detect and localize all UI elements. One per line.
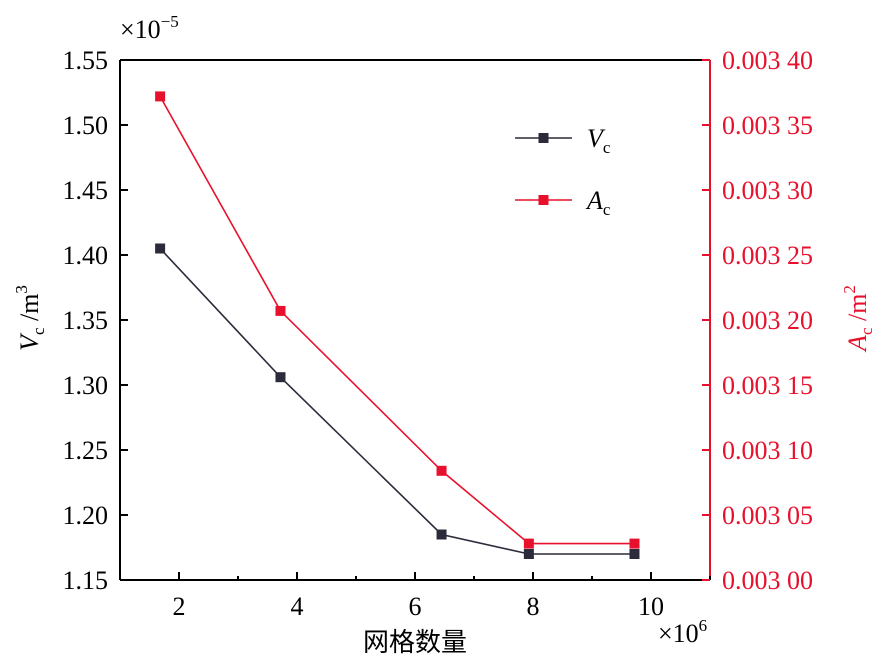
left-tick-label: 1.20: [63, 501, 109, 530]
left-axis-multiplier-base: ×10: [120, 15, 161, 44]
right-tick-label: 0.003 05: [722, 501, 813, 530]
x-axis-multiplier-base: ×10: [658, 619, 699, 648]
x-axis-title: 网格数量: [363, 628, 467, 658]
left-tick-label: 1.30: [63, 371, 109, 400]
x-tick-label: 4: [291, 592, 304, 621]
x-axis-multiplier: ×106: [658, 616, 707, 648]
left-tick-label: 1.35: [63, 306, 109, 335]
right-tick-label: 0.003 10: [722, 436, 813, 465]
legend-label: Vc: [587, 124, 611, 157]
x-tick-label: 10: [638, 592, 664, 621]
legend-label-symbol: A: [585, 186, 603, 215]
right-tick-label: 0.003 30: [722, 176, 813, 205]
left-axis-multiplier: ×10−5: [120, 12, 179, 44]
right-tick-label: 0.003 00: [722, 566, 813, 595]
right-tick-label: 0.003 15: [722, 371, 813, 400]
left-axis-title-symbol: V: [15, 332, 44, 351]
legend-swatch-marker: [538, 133, 549, 143]
left-axis-title-unit-sup: 3: [12, 285, 31, 294]
series-2-point: [436, 465, 447, 476]
series-1-point: [629, 549, 640, 559]
series-1-point: [275, 372, 286, 383]
left-axis-title: Vc /m3: [12, 285, 48, 351]
series-2-point: [629, 538, 640, 549]
plot-frame: [119, 59, 711, 581]
legend-label-symbol: V: [587, 124, 606, 153]
x-axis: 2 4 6 8 10: [119, 572, 711, 621]
right-axis-title-unit-sup: 2: [840, 285, 859, 294]
right-y-axis: 0.003 00 0.003 05 0.003 10 0.003 15 0.003 20…: [702, 46, 813, 595]
legend-label-sub: c: [603, 200, 611, 219]
series-1-point: [523, 549, 534, 559]
right-tick-label: 0.003 35: [722, 111, 813, 140]
series-1-point: [436, 529, 447, 540]
legend-label: Ac: [585, 186, 611, 219]
right-axis-title-symbol: A: [843, 335, 872, 353]
left-tick-label: 1.45: [63, 176, 109, 205]
left-axis-title-sub: c: [29, 327, 48, 335]
series-group: [155, 91, 640, 559]
series-2-point: [275, 305, 286, 316]
right-tick-label: 0.003 40: [722, 46, 813, 75]
legend-label-sub: c: [603, 138, 611, 157]
series-1-line: [159, 247, 635, 555]
right-axis-title-sub: c: [857, 327, 876, 335]
left-tick-label: 1.55: [63, 46, 109, 75]
x-tick-label: 8: [527, 592, 540, 621]
left-axis-multiplier-exp: −5: [161, 12, 179, 31]
left-tick-label: 1.40: [63, 241, 109, 270]
left-y-axis: 1.15 1.20 1.25 1.30 1.35 1.40 1.45 1.50 1.55: [63, 46, 128, 595]
series-2-line: [159, 96, 635, 545]
series-1-point: [155, 243, 166, 254]
series-2-point: [523, 538, 534, 549]
x-tick-label: 6: [409, 592, 422, 621]
x-axis-multiplier-exp: 6: [699, 616, 708, 635]
series-2-point: [155, 91, 166, 102]
right-axis-title-unit: /m: [843, 294, 872, 328]
right-tick-label: 0.003 25: [722, 241, 813, 270]
right-axis-title: Ac /m2: [840, 285, 876, 353]
left-tick-label: 1.15: [63, 566, 109, 595]
left-axis-title-unit: /m: [15, 294, 44, 328]
legend-swatch-marker: [538, 195, 549, 205]
right-tick-label: 0.003 20: [722, 306, 813, 335]
left-tick-label: 1.25: [63, 436, 109, 465]
x-tick-label: 2: [173, 592, 186, 621]
left-tick-label: 1.50: [63, 111, 109, 140]
